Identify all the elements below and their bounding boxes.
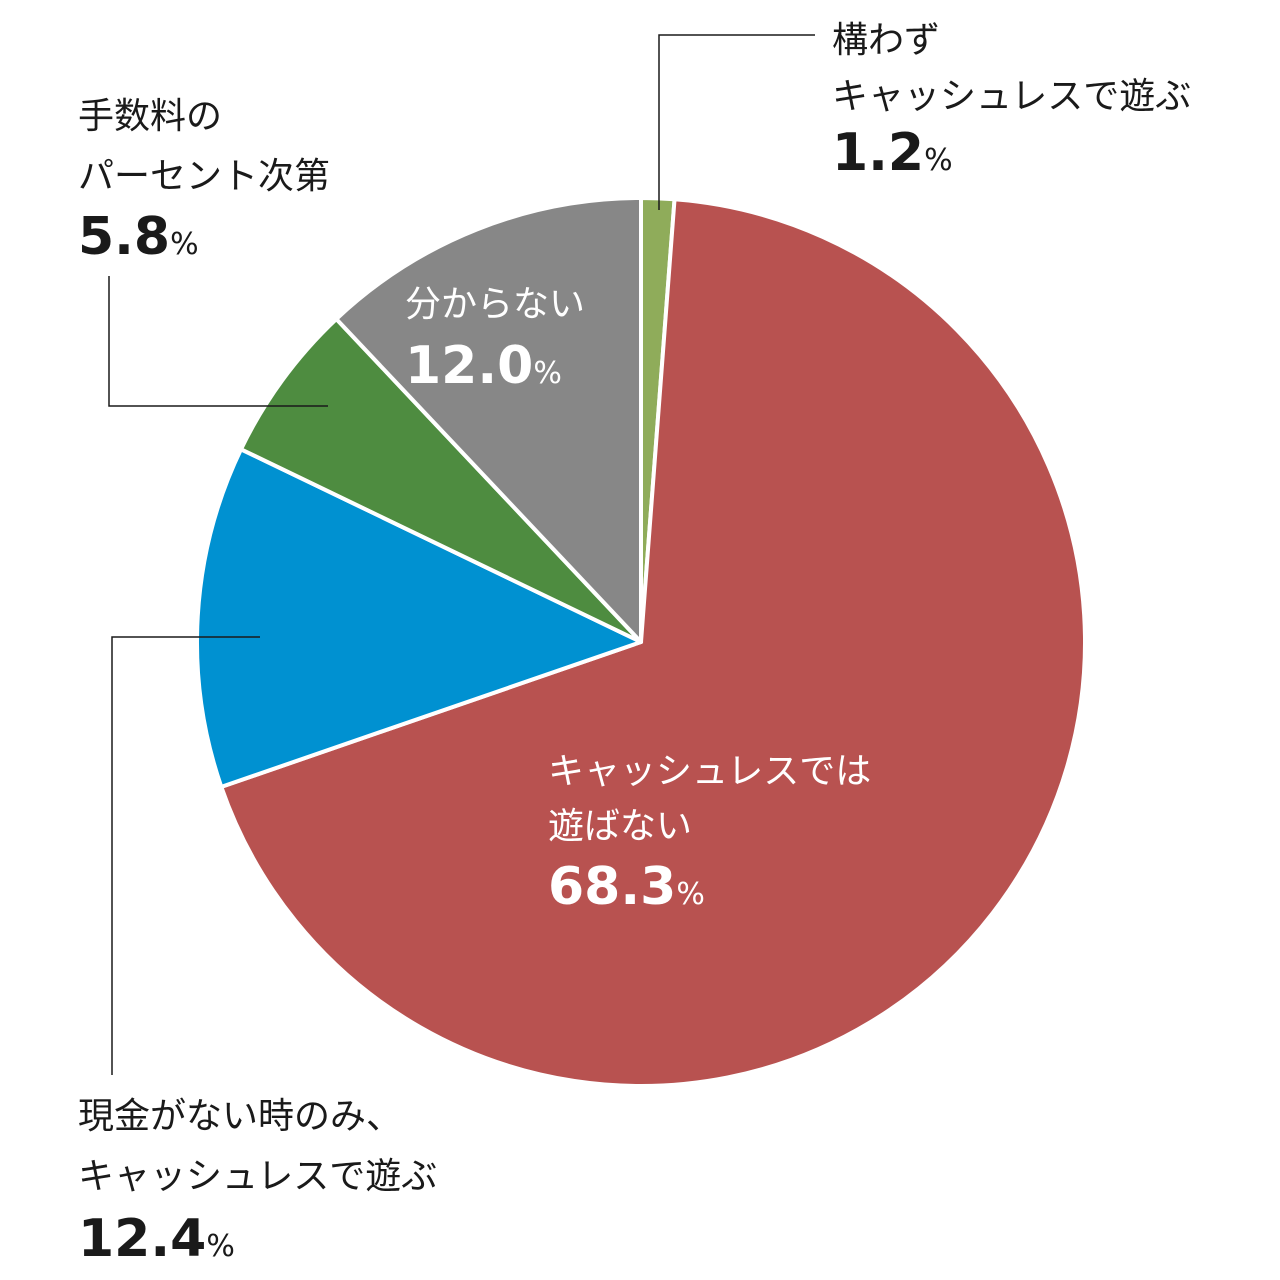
label-s1-line-2: キャッシュレスで遊ぶ: [832, 76, 1191, 117]
label-s5-value: 12.0%: [405, 336, 562, 396]
pie-slice-s5: [334, 196, 643, 644]
value-s4: 5.8: [78, 207, 170, 267]
label-s4-value: 5.8%: [78, 207, 199, 267]
pie-slice-s2: [219, 197, 1087, 1088]
label-s1: 構わず キャッシュレスで遊ぶ 1.2%: [832, 20, 1191, 183]
label-s3: 現金がない時のみ、 キャッシュレスで遊ぶ 12.4%: [78, 1096, 437, 1269]
leader-line-s4: [108, 276, 328, 407]
unit-s4: %: [170, 227, 199, 262]
pie-slices: [195, 196, 1087, 1088]
label-s1-line-1: 構わず: [832, 20, 940, 61]
value-s2: 68.3: [548, 857, 676, 917]
value-s3: 12.4: [78, 1209, 206, 1269]
label-s3-line-1: 現金がない時のみ、: [78, 1096, 402, 1137]
pie-slice-s3: [195, 447, 643, 789]
label-s2-line-1: キャッシュレスでは: [548, 751, 871, 792]
value-s5: 12.0: [405, 336, 533, 396]
leader-line-s1: [658, 34, 815, 210]
label-s2-line-2: 遊ばない: [548, 806, 692, 847]
label-s5-line-1: 分からない: [405, 284, 585, 325]
value-s1: 1.2: [832, 123, 924, 183]
label-s3-line-2: キャッシュレスで遊ぶ: [78, 1156, 437, 1197]
unit-s5: %: [533, 356, 562, 391]
label-s4-line-2: パーセント次第: [78, 156, 330, 197]
leader-line-s3: [111, 636, 260, 1075]
pie-slice-s4: [239, 317, 643, 644]
label-s2-value: 68.3%: [548, 857, 705, 917]
label-s4: 手数料の パーセント次第 5.8%: [78, 96, 330, 267]
label-s5: 分からない 12.0%: [405, 284, 585, 396]
unit-s3: %: [206, 1229, 235, 1264]
unit-s2: %: [676, 877, 705, 912]
label-s3-value: 12.4%: [78, 1209, 235, 1269]
label-s4-line-1: 手数料の: [78, 96, 222, 137]
label-s2: キャッシュレスでは 遊ばない 68.3%: [548, 751, 871, 917]
unit-s1: %: [924, 143, 953, 178]
label-s1-value: 1.2%: [832, 123, 953, 183]
